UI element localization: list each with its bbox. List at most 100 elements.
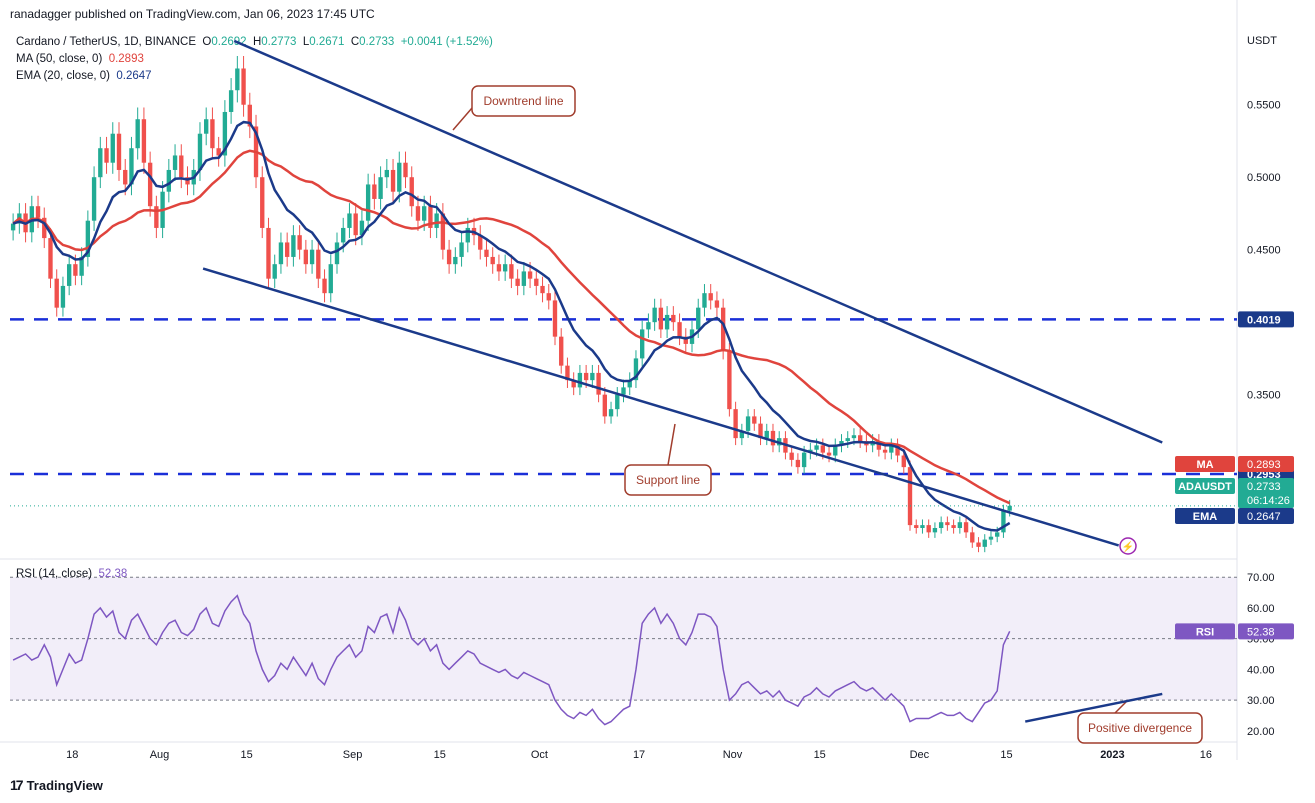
open-value: 0.2692 — [211, 36, 247, 48]
candle-body — [48, 238, 53, 279]
candle-body — [621, 387, 626, 395]
candle-body — [789, 452, 794, 460]
time-tick-label: 15 — [814, 749, 826, 761]
candle-body — [515, 278, 520, 286]
candle-body — [478, 235, 483, 250]
candle-body — [502, 264, 508, 272]
candle-body — [341, 227, 346, 243]
candle-body — [839, 441, 844, 446]
downtrend-callout-box — [471, 85, 576, 117]
price-tick-label: 0.5000 — [1247, 172, 1281, 184]
candle-body — [602, 394, 607, 417]
candle-body — [758, 423, 763, 439]
price-tag-label-bg — [1175, 456, 1235, 472]
candle-body — [596, 372, 601, 395]
candle-body — [696, 307, 701, 330]
candle-body — [166, 169, 172, 192]
candle-body — [889, 445, 894, 453]
candle-body — [845, 438, 850, 442]
candle-body — [577, 372, 583, 388]
divergence-callout-text: Positive divergence — [1088, 721, 1192, 735]
candle-body — [727, 351, 732, 410]
candle-body — [882, 449, 888, 453]
candle-body — [129, 148, 134, 185]
rsi-legend-value: 52.38 — [98, 568, 128, 580]
candle-body — [73, 264, 78, 276]
rsi-tick-label: 20.00 — [1247, 726, 1275, 738]
rsi-tick-label: 70.00 — [1247, 572, 1275, 584]
ema-legend[interactable]: EMA (20, close, 0) 0.2647 — [16, 70, 152, 82]
candle-body — [204, 119, 209, 134]
price-tag-value: 0.2733 — [1247, 481, 1281, 493]
price-tag-value: 0.2647 — [1247, 511, 1281, 523]
candle-body — [521, 271, 527, 286]
candle-body — [982, 539, 987, 547]
candle-body — [54, 278, 59, 308]
ema-label: EMA (20, close, 0) — [16, 70, 110, 82]
candle-body — [683, 336, 688, 344]
candle-body — [559, 336, 564, 366]
low-value: 0.2671 — [309, 36, 345, 48]
time-tick-label: Aug — [150, 749, 170, 761]
candle-body — [216, 148, 221, 156]
candle-body — [901, 455, 906, 468]
candle-body — [266, 227, 271, 279]
candle-body — [876, 441, 882, 450]
candle-body — [154, 206, 159, 228]
candle-body — [571, 380, 576, 388]
candle-body — [197, 133, 203, 170]
price-tag-label-bg — [1175, 478, 1235, 494]
candle-body — [858, 435, 863, 442]
price-tag-label: RSI — [1196, 626, 1214, 638]
candle-body — [633, 358, 639, 381]
candle-body — [35, 206, 41, 218]
rsi-line — [12, 594, 1011, 726]
candle-body — [720, 307, 726, 352]
downtrend-callout-text: Downtrend line — [483, 94, 563, 108]
candle-body — [1001, 510, 1006, 533]
candle-body — [172, 155, 178, 170]
time-tick-label: Oct — [531, 749, 548, 761]
price-tag-value-bg — [1238, 478, 1294, 508]
divergence-callout-box — [1077, 712, 1203, 744]
candle-body — [970, 532, 975, 543]
candle-body — [247, 104, 252, 127]
candle-body — [135, 119, 140, 149]
candle-body — [98, 148, 103, 178]
candle-body — [627, 380, 632, 388]
candle-body — [938, 522, 944, 529]
price-tag-label: EMA — [1193, 511, 1218, 523]
candle-body — [583, 372, 589, 381]
time-tick-label: 17 — [633, 749, 645, 761]
candle-body — [546, 293, 551, 301]
candle-body — [459, 242, 464, 257]
time-tick-label: Dec — [910, 749, 930, 761]
tradingview-logo[interactable]: 17 TradingView — [10, 777, 103, 793]
price-tag-value: 0.2893 — [1247, 459, 1281, 471]
open-label: O — [202, 36, 212, 48]
candle-body — [278, 242, 284, 265]
price-tag-value-bg — [1238, 456, 1294, 472]
ema-value: 0.2647 — [116, 70, 152, 82]
candle-body — [926, 525, 931, 533]
candle-body — [565, 365, 570, 381]
candle-body — [708, 293, 713, 301]
candle-body — [534, 278, 539, 286]
downtrend-pointer — [452, 107, 473, 131]
candle-body — [415, 206, 421, 221]
rsi-tick-label: 30.00 — [1247, 695, 1275, 707]
candle-body — [527, 271, 533, 279]
ma-legend[interactable]: MA (50, close, 0) 0.2893 — [16, 53, 144, 65]
time-tick-label: 16 — [1200, 749, 1212, 761]
downtrend-line — [233, 39, 1163, 444]
level-tag-bg — [1238, 311, 1294, 328]
candle-body — [988, 536, 994, 540]
rsi-legend[interactable]: RSI (14, close) 52.38 — [16, 568, 127, 580]
candle-body — [347, 213, 352, 228]
symbol-name[interactable]: Cardano / TetherUS, 1D, BINANCE — [16, 36, 197, 48]
candle-body — [714, 300, 720, 308]
candle-body — [453, 256, 458, 265]
candle-body — [434, 213, 439, 228]
candle-body — [372, 184, 377, 199]
